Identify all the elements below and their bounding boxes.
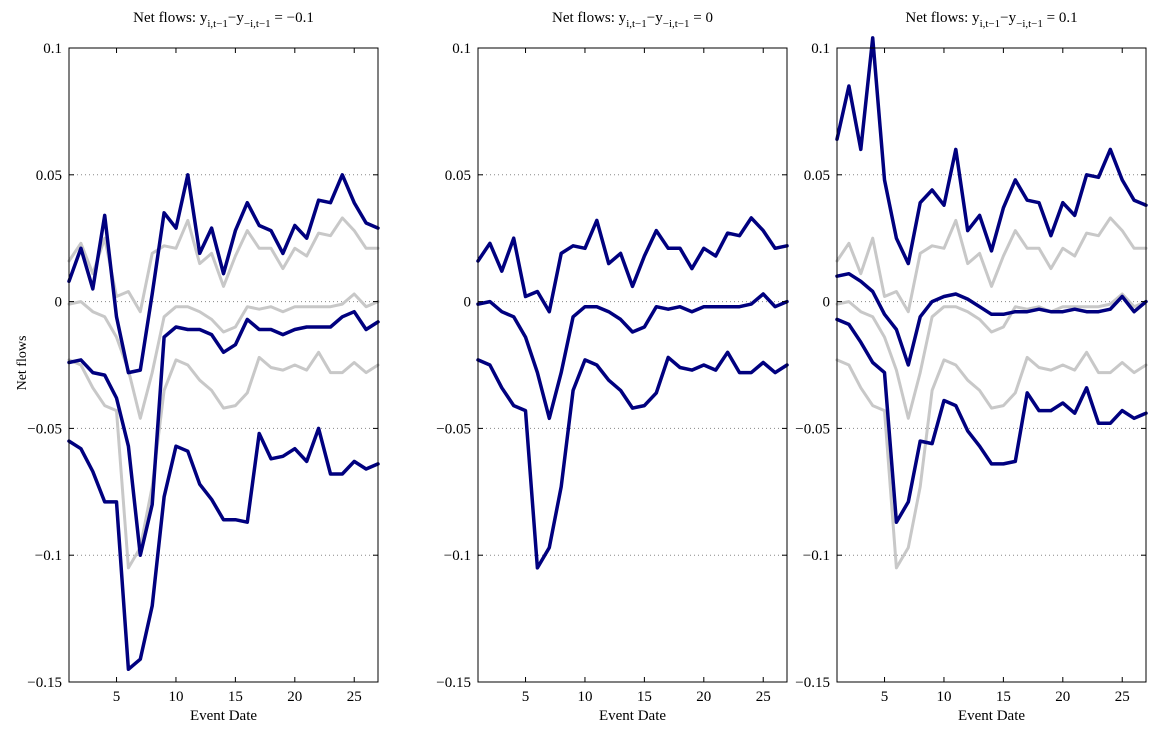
reference-line-2 xyxy=(835,292,1148,420)
x-axis-label: Event Date xyxy=(190,708,257,724)
chart-panel-1: −0.15 −0.1 −0.05 0 0.05 0.1 5 10 15 20 25 Event Dat… xyxy=(27,10,380,724)
x-tick-label: 15 xyxy=(637,689,652,705)
y-tick-label: 0.1 xyxy=(452,41,471,57)
y-axis-label: Net flows xyxy=(15,336,30,391)
y-tick-label: 0 xyxy=(55,295,63,311)
chart-title: Net flows: yi,t−1−y−i,t−1 = 0 xyxy=(552,10,713,30)
series-line-3 xyxy=(835,317,1148,524)
y-tick-label: −0.15 xyxy=(27,675,62,691)
series-line-2 xyxy=(835,271,1148,367)
x-tick-label: 5 xyxy=(113,689,121,705)
y-tick-label: 0.1 xyxy=(811,41,830,57)
axes-box xyxy=(477,47,788,683)
x-tick-label: 10 xyxy=(936,689,951,705)
series-line-1 xyxy=(476,216,789,314)
y-tick-label: −0.1 xyxy=(35,548,62,564)
chart-title: Net flows: yi,t−1−y−i,t−1 = 0.1 xyxy=(905,10,1077,30)
x-axis-label: Event Date xyxy=(599,708,666,724)
series-line-3 xyxy=(67,426,380,672)
y-tick-label: −0.1 xyxy=(444,548,471,564)
y-tick-label: −0.15 xyxy=(795,675,830,691)
reference-line-1 xyxy=(67,216,380,314)
x-tick-label: 15 xyxy=(996,689,1011,705)
y-tick-label: −0.05 xyxy=(795,421,830,437)
y-tick-label: −0.1 xyxy=(803,548,830,564)
x-tick-label: 5 xyxy=(881,689,889,705)
x-tick-label: 20 xyxy=(287,689,302,705)
x-tick-label: 15 xyxy=(228,689,243,705)
x-tick-label: 10 xyxy=(168,689,183,705)
x-axis-label: Event Date xyxy=(958,708,1025,724)
series-line-2 xyxy=(476,292,789,421)
reference-line-1 xyxy=(835,216,1148,314)
axes-box xyxy=(836,47,1147,683)
reference-line-2 xyxy=(67,292,380,420)
chart-title: Net flows: yi,t−1−y−i,t−1 = −0.1 xyxy=(133,10,314,30)
axes-box xyxy=(68,47,379,683)
series-line-2 xyxy=(67,309,380,557)
x-tick-label: 20 xyxy=(696,689,711,705)
y-tick-label: 0.05 xyxy=(804,168,830,184)
y-tick-label: 0 xyxy=(464,295,472,311)
x-tick-label: 25 xyxy=(347,689,362,705)
series-line-1 xyxy=(67,173,380,375)
x-tick-label: 5 xyxy=(522,689,530,705)
series-line-1 xyxy=(835,36,1148,266)
y-tick-label: 0.05 xyxy=(36,168,62,184)
x-tick-label: 25 xyxy=(1115,689,1130,705)
y-tick-label: 0.1 xyxy=(43,41,62,57)
y-tick-label: −0.05 xyxy=(27,421,62,437)
chart-panel-2: −0.15 −0.1 −0.05 0 0.05 0.1 5 10 15 20 25 Event Dat… xyxy=(436,10,789,724)
y-tick-label: −0.05 xyxy=(436,421,471,437)
x-tick-label: 10 xyxy=(577,689,592,705)
x-tick-label: 20 xyxy=(1055,689,1070,705)
y-tick-label: −0.15 xyxy=(436,675,471,691)
x-tick-label: 25 xyxy=(756,689,771,705)
reference-line-3 xyxy=(67,350,380,570)
y-tick-label: 0.05 xyxy=(445,168,471,184)
chart-panel-3: −0.15 −0.1 −0.05 0 0.05 0.1 5 10 15 20 25 Event Dat… xyxy=(795,10,1148,724)
series-line-3 xyxy=(476,350,789,570)
reference-line-3 xyxy=(835,350,1148,570)
y-tick-label: 0 xyxy=(823,295,831,311)
